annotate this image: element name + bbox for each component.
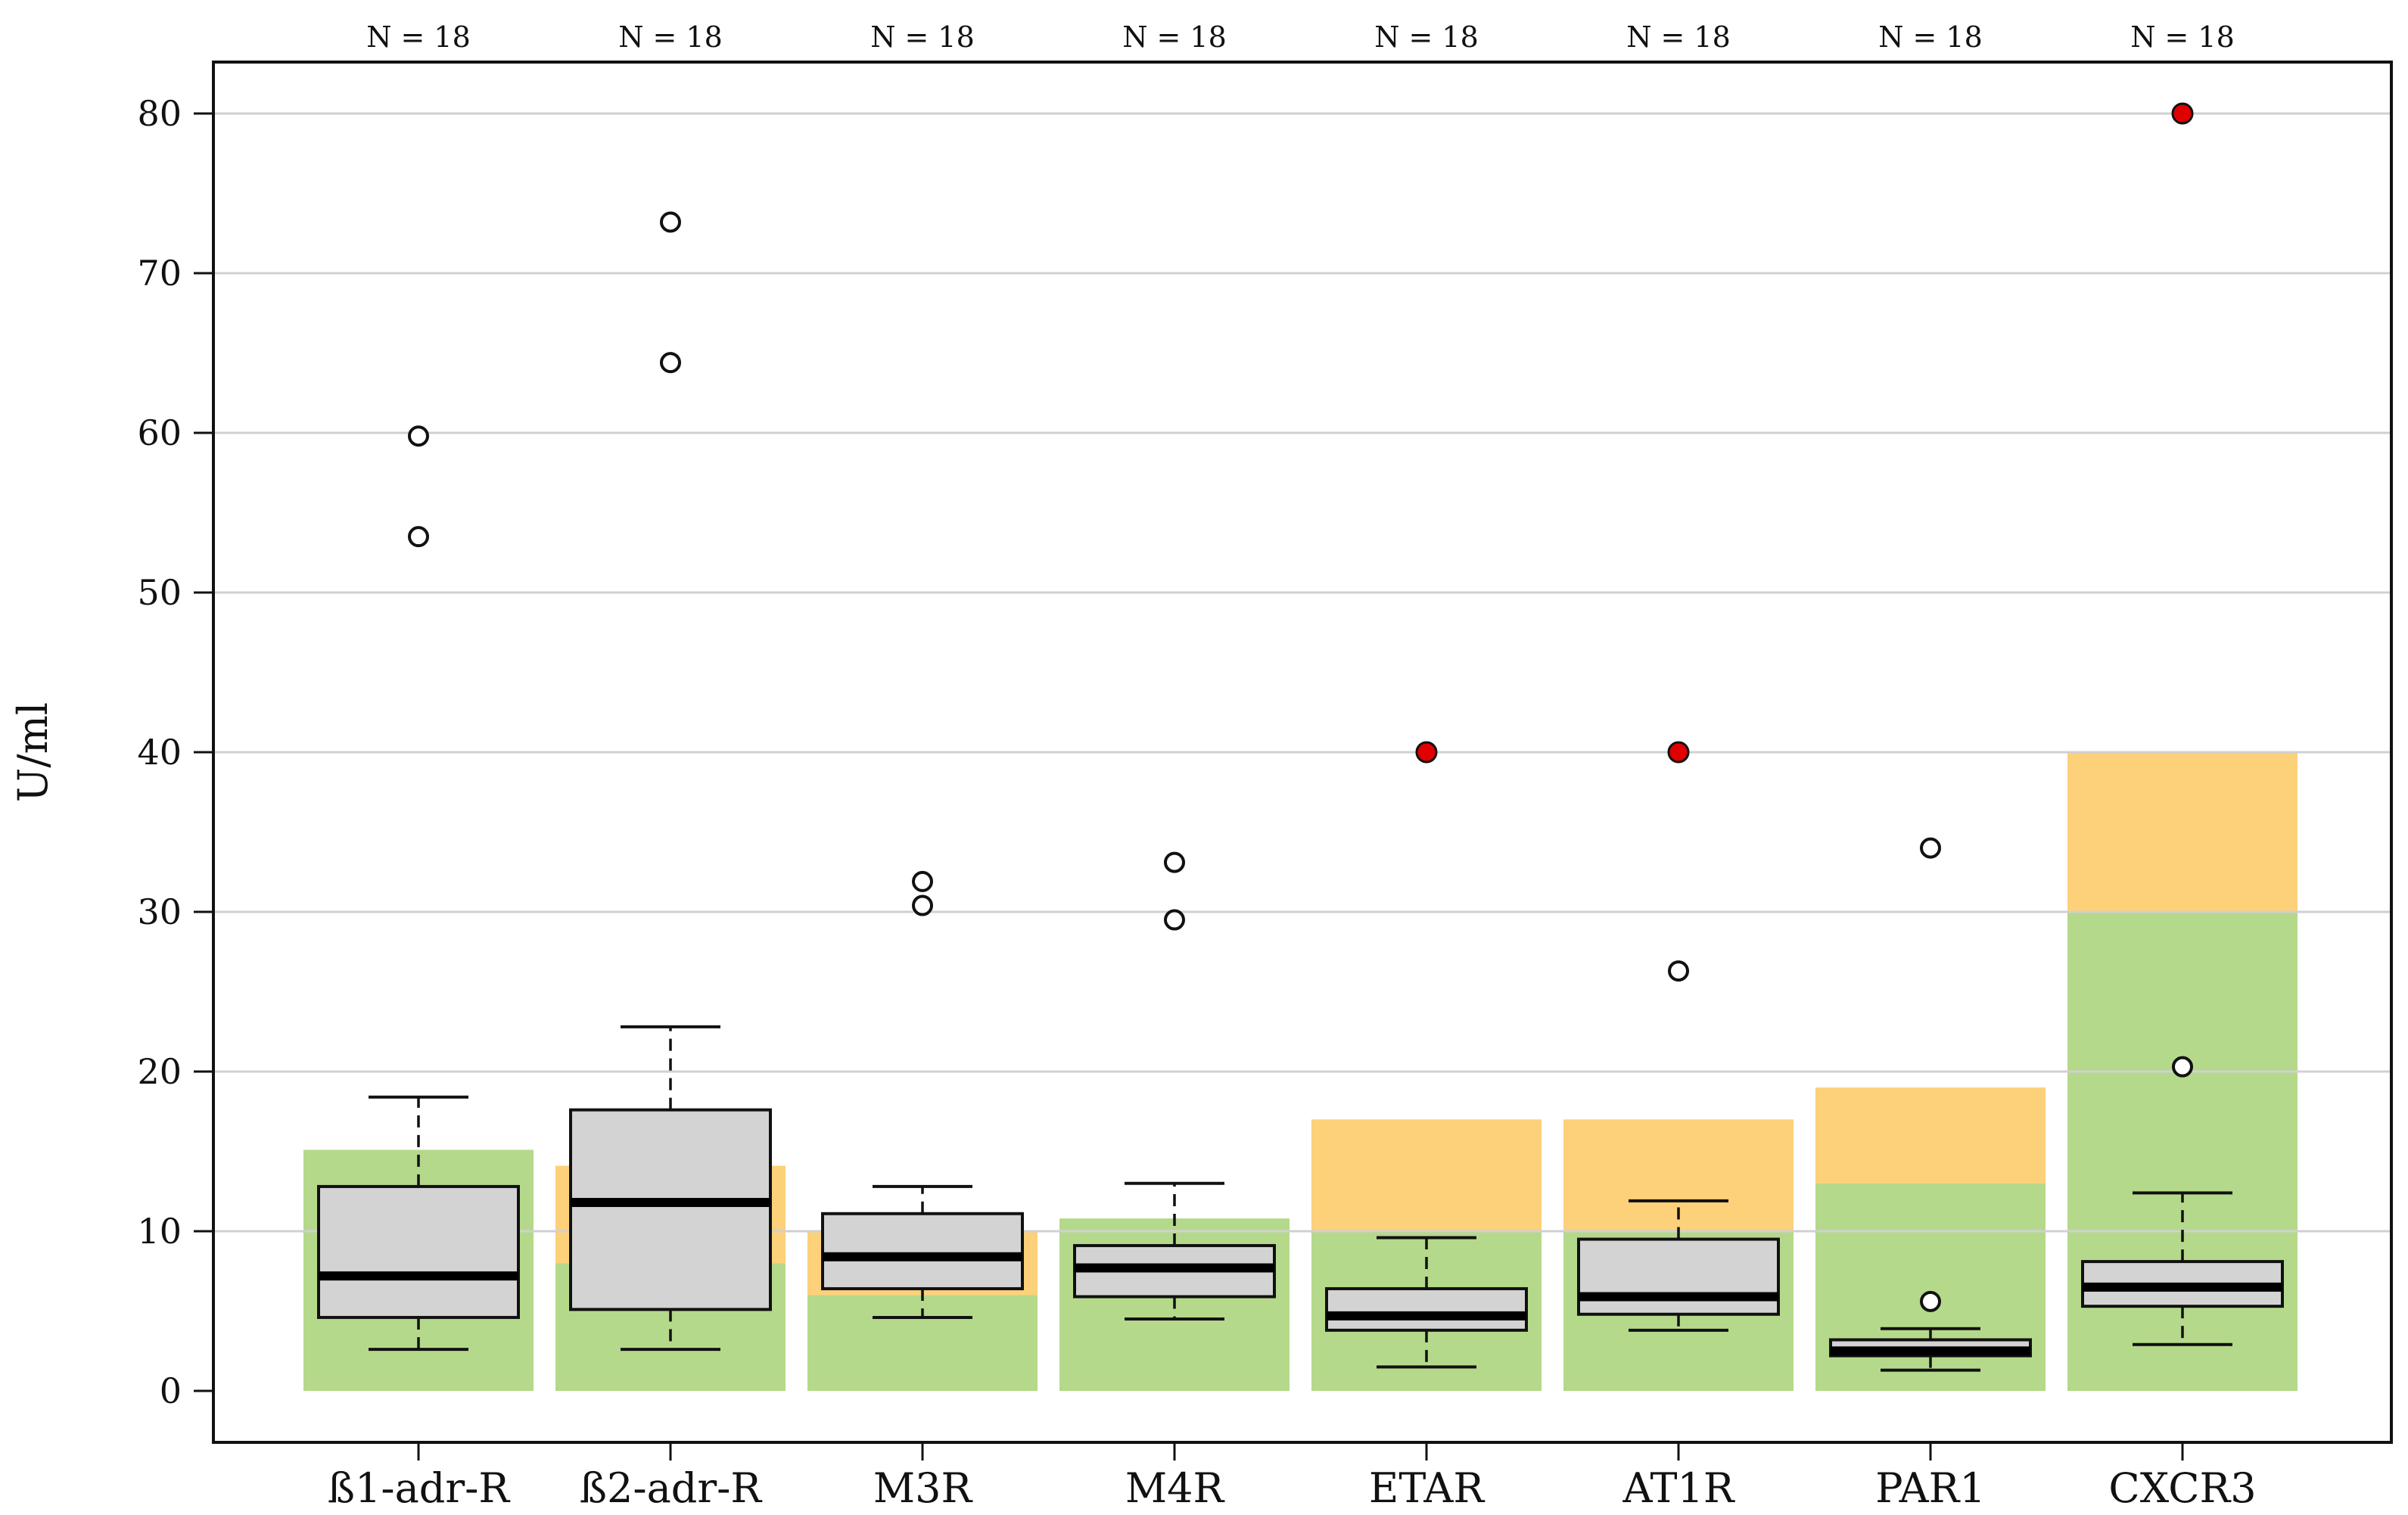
category-label: M4R xyxy=(1125,1464,1225,1512)
outlier-point xyxy=(1668,960,1689,982)
category-label: ß1-adr-R xyxy=(328,1464,510,1512)
n-label: N = 18 xyxy=(870,20,975,54)
n-label: N = 18 xyxy=(1374,20,1479,54)
green-band xyxy=(2067,912,2298,1391)
n-label: N = 18 xyxy=(2130,20,2235,54)
highlighted-outlier-point xyxy=(2171,102,2194,125)
box-series xyxy=(317,1025,2284,1372)
outlier-point xyxy=(1164,851,1185,873)
outlier-point xyxy=(912,870,933,892)
grid-lines xyxy=(213,112,2391,1233)
n-label: N = 18 xyxy=(1878,20,1983,54)
highlighted-outlier-point xyxy=(1667,741,1690,764)
box xyxy=(821,1212,1024,1290)
y-tick-label: 50 xyxy=(137,572,182,613)
y-tick-label: 80 xyxy=(137,93,182,134)
box xyxy=(1577,1237,1780,1316)
n-label: N = 18 xyxy=(1122,20,1227,54)
orange-band xyxy=(1311,1119,1542,1231)
y-tick-label: 40 xyxy=(137,732,182,773)
y-tick-label: 10 xyxy=(137,1211,182,1252)
box xyxy=(1325,1286,1528,1332)
orange-band xyxy=(2067,752,2298,912)
outlier-point xyxy=(1920,837,1941,859)
sample-size-labels: N = 18 N = 18 N = 18 N = 18 N = 18 N = 18 N = … xyxy=(366,20,2235,54)
outlier-point xyxy=(1164,909,1185,931)
outlier-point xyxy=(660,211,681,233)
y-axis-title: U/ml xyxy=(9,702,57,802)
outlier-points xyxy=(408,102,2194,1312)
outlier-point xyxy=(408,425,429,447)
highlighted-outlier-point xyxy=(1415,741,1438,764)
x-axis: ß1-adr-R ß2-adr-R M3R M4R ETAR AT1R PAR1 CXCR3 xyxy=(328,1442,2257,1512)
y-tick-label: 0 xyxy=(160,1370,182,1411)
y-tick-label: 30 xyxy=(137,891,182,932)
n-label: N = 18 xyxy=(1626,20,1731,54)
category-label: PAR1 xyxy=(1875,1464,1985,1512)
y-tick-label: 70 xyxy=(137,253,182,294)
outlier-point xyxy=(660,352,681,374)
category-label: ETAR xyxy=(1369,1464,1485,1512)
n-label: N = 18 xyxy=(366,20,471,54)
box xyxy=(317,1184,520,1319)
category-label: AT1R xyxy=(1622,1464,1734,1512)
outlier-point xyxy=(912,894,933,916)
outlier-point xyxy=(2172,1056,2193,1078)
y-tick-label: 20 xyxy=(137,1051,182,1092)
y-tick-label: 60 xyxy=(137,412,182,453)
n-label: N = 18 xyxy=(618,20,723,54)
orange-band xyxy=(1815,1087,2046,1184)
category-label: CXCR3 xyxy=(2108,1464,2256,1512)
outlier-point xyxy=(408,526,429,548)
outlier-point xyxy=(1920,1290,1941,1312)
box xyxy=(569,1108,772,1311)
y-axis: 0 10 20 30 40 50 60 70 80 xyxy=(137,93,213,1411)
category-label: M3R xyxy=(873,1464,973,1512)
category-label: ß2-adr-R xyxy=(580,1464,762,1512)
